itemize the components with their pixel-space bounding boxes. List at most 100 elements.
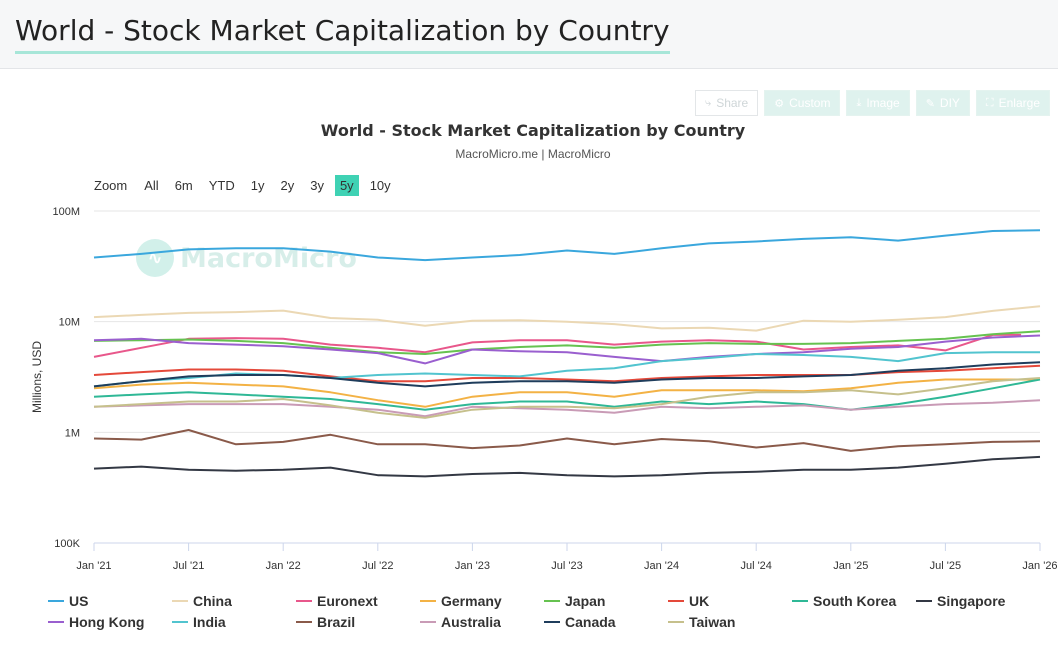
series-line-singapore (93, 455, 1041, 478)
series-line-hong-kong (93, 334, 1041, 365)
x-tick-label: Jan '22 (266, 560, 301, 572)
legend-swatch (172, 600, 188, 602)
download-icon: ⤓ (856, 96, 862, 109)
x-tick-label: Jan '26 (1022, 560, 1057, 572)
x-tick-label: Jul '22 (362, 560, 393, 572)
legend-item-us[interactable]: US (48, 593, 88, 609)
legend-item-taiwan[interactable]: Taiwan (668, 614, 735, 630)
image-button[interactable]: ⤓ Image (846, 90, 910, 116)
zoom-ytd-button[interactable]: YTD (208, 178, 235, 193)
legend-swatch (668, 621, 684, 623)
legend-swatch (48, 600, 64, 602)
page-title: World - Stock Market Capitalization by C… (15, 14, 670, 54)
series-line-south-korea (93, 378, 1041, 411)
legend-label: China (193, 593, 232, 609)
x-tick-label: Jul '25 (930, 560, 961, 572)
diy-button-label: DIY (939, 96, 960, 110)
legend-item-germany[interactable]: Germany (420, 593, 502, 609)
x-tick-label: Jul '24 (740, 560, 771, 572)
legend-label: Hong Kong (69, 614, 145, 630)
legend-swatch (48, 621, 64, 623)
legend-item-china[interactable]: China (172, 593, 232, 609)
legend-swatch (544, 600, 560, 602)
y-tick-label: 100K (54, 538, 80, 550)
legend-label: Germany (441, 593, 502, 609)
image-button-label: Image (866, 96, 900, 110)
series-line-euronext (93, 333, 1022, 358)
y-tick-label: 10M (59, 317, 80, 329)
zoom-5y-button[interactable]: 5y (334, 175, 359, 196)
page-header: World - Stock Market Capitalization by C… (0, 0, 1058, 69)
legend-swatch (172, 621, 188, 623)
chart-toolbar: ⤷ Share ⚙ Custom ⤓ Image ✎ DIY ⛶ Enlarge (695, 90, 1050, 116)
enlarge-button-label: Enlarge (998, 96, 1040, 110)
x-tick-label: Jul '23 (551, 560, 582, 572)
legend-label: Brazil (317, 614, 356, 630)
custom-button-label: Custom (789, 96, 831, 110)
legend-swatch (668, 600, 684, 602)
series-line-germany (93, 378, 1040, 408)
legend-label: Euronext (317, 593, 378, 609)
share-button-label: Share (716, 96, 749, 110)
series-line-us (93, 229, 1041, 262)
zoom-label: Zoom (94, 178, 128, 193)
legend-label: UK (689, 593, 710, 609)
legend-swatch (296, 600, 312, 602)
legend-swatch (792, 600, 808, 602)
legend-label: Australia (441, 614, 501, 630)
legend-item-australia[interactable]: Australia (420, 614, 501, 630)
legend-swatch (420, 621, 436, 623)
legend-item-brazil[interactable]: Brazil (296, 614, 355, 630)
legend-item-uk[interactable]: UK (668, 593, 709, 609)
legend-swatch (420, 600, 436, 602)
pencil-icon: ✎ (925, 97, 935, 110)
custom-button[interactable]: ⚙ Custom (764, 90, 841, 116)
zoom-1y-button[interactable]: 1y (250, 178, 265, 193)
series-line-australia (93, 399, 1041, 418)
x-tick-label: Jan '23 (455, 560, 490, 572)
series-line-japan (93, 330, 1041, 355)
y-tick-label: 1M (65, 427, 80, 439)
enlarge-button[interactable]: ⛶ Enlarge (975, 90, 1050, 116)
zoom-10y-button[interactable]: 10y (369, 178, 391, 193)
legend-label: Singapore (937, 593, 1006, 609)
legend-item-singapore[interactable]: Singapore (916, 593, 1005, 609)
legend-label: Canada (565, 614, 616, 630)
legend-label: South Korea (813, 593, 897, 609)
expand-icon: ⛶ (985, 96, 994, 109)
legend-label: Taiwan (689, 614, 736, 630)
share-icon: ⤷ (705, 96, 712, 109)
zoom-all-button[interactable]: All (144, 178, 159, 193)
diy-button[interactable]: ✎ DIY (915, 90, 970, 116)
x-tick-label: Jan '24 (644, 560, 679, 572)
x-tick-label: Jan '21 (76, 560, 111, 572)
zoom-6m-button[interactable]: 6m (174, 178, 193, 193)
x-tick-label: Jan '25 (833, 560, 868, 572)
legend-label: India (193, 614, 226, 630)
legend-item-india[interactable]: India (172, 614, 226, 630)
legend-item-south-korea[interactable]: South Korea (792, 593, 896, 609)
y-tick-label: 100M (52, 206, 80, 218)
chart-subtitle: MacroMicro.me | MacroMicro (455, 147, 611, 161)
legend-item-hong-kong[interactable]: Hong Kong (48, 614, 144, 630)
series-line-brazil (93, 429, 1041, 452)
series-line-china (93, 305, 1041, 332)
legend-item-canada[interactable]: Canada (544, 614, 616, 630)
legend-swatch (916, 600, 932, 602)
legend-label: Japan (565, 593, 606, 609)
zoom-2y-button[interactable]: 2y (280, 178, 295, 193)
zoom-bar: Zoom All 6m YTD 1y 2y 3y 5y 10y (94, 175, 402, 196)
y-axis-title: Millions, USD (30, 341, 44, 413)
legend-label: US (69, 593, 89, 609)
legend-swatch (296, 621, 312, 623)
share-button[interactable]: ⤷ Share (695, 90, 759, 116)
zoom-3y-button[interactable]: 3y (310, 178, 324, 193)
legend-swatch (544, 621, 560, 623)
series-line-taiwan (93, 377, 1041, 419)
gear-icon: ⚙ (774, 97, 785, 110)
x-tick-label: Jul '21 (173, 560, 204, 572)
legend-item-euronext[interactable]: Euronext (296, 593, 378, 609)
chart-title: World - Stock Market Capitalization by C… (320, 121, 746, 140)
legend-item-japan[interactable]: Japan (544, 593, 605, 609)
